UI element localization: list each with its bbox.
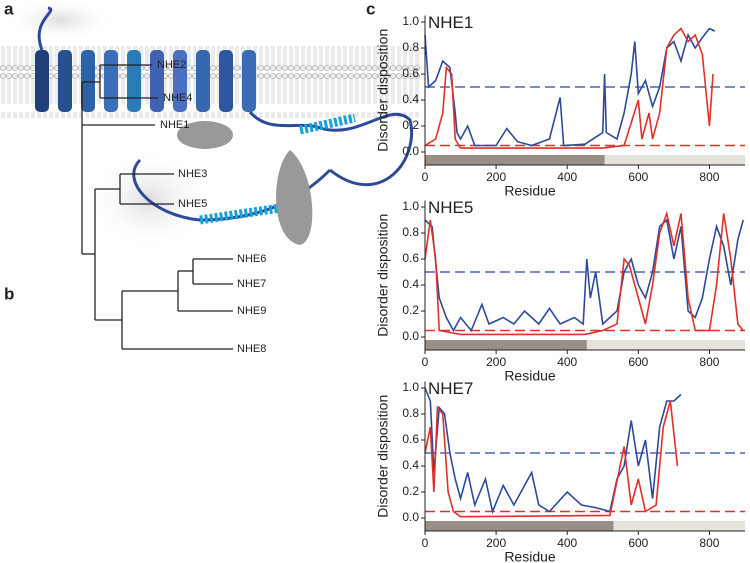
disorder-line <box>424 387 682 515</box>
y-tick-label: 1.0 <box>402 199 419 213</box>
y-axis-label: Disorder disposition <box>375 395 391 518</box>
x-axis-label: Residue <box>504 549 556 563</box>
x-axis-label: Residue <box>504 368 556 384</box>
y-tick-label: 0.4 <box>402 277 419 291</box>
disorder-line <box>424 210 744 336</box>
panel-label: c <box>366 0 375 18</box>
x-tick-label: 200 <box>486 170 506 184</box>
panel-label: a <box>4 0 14 18</box>
y-axis-label: Disorder disposition <box>375 214 391 337</box>
y-tick-label: 0.8 <box>402 406 419 420</box>
x-axis-label: Residue <box>504 183 556 199</box>
transmembrane-region <box>425 340 587 350</box>
disorder-line <box>424 27 716 147</box>
y-tick-label: 0.4 <box>402 92 419 106</box>
x-tick-label: 600 <box>628 170 648 184</box>
x-tick-label: 800 <box>699 536 719 550</box>
leaf-label: NHE8 <box>237 343 266 355</box>
x-tick-label: 600 <box>628 536 648 550</box>
leaf-label: NHE7 <box>237 278 266 290</box>
chart-title: NHE1 <box>428 13 473 32</box>
y-tick-label: 0.6 <box>402 66 419 80</box>
x-tick-label: 600 <box>628 355 648 369</box>
y-tick-label: 0.6 <box>402 432 419 446</box>
panel-label: b <box>4 284 14 303</box>
leaf-label: NHE5 <box>178 198 207 210</box>
y-tick-label: 1.0 <box>402 14 419 28</box>
x-tick-label: 200 <box>486 355 506 369</box>
x-tick-label: 200 <box>486 536 506 550</box>
y-axis-label: Disorder disposition <box>375 29 391 152</box>
illustration <box>0 0 420 250</box>
chart-title: NHE5 <box>428 198 473 217</box>
y-tick-label: 0.0 <box>402 329 419 343</box>
y-tick-label: 0.2 <box>402 118 419 132</box>
y-tick-label: 0.0 <box>402 510 419 524</box>
x-tick-label: 400 <box>557 170 577 184</box>
y-tick-label: 0.6 <box>402 251 419 265</box>
x-tick-label: 0 <box>422 170 429 184</box>
transmembrane-region <box>425 155 605 165</box>
x-tick-label: 0 <box>422 536 429 550</box>
x-tick-label: 400 <box>557 355 577 369</box>
x-tick-label: 800 <box>699 355 719 369</box>
y-tick-label: 0.8 <box>402 40 419 54</box>
leaf-label: NHE1 <box>160 119 189 131</box>
x-tick-label: 800 <box>699 170 719 184</box>
y-tick-label: 0.4 <box>402 458 419 472</box>
leaf-label: NHE2 <box>157 59 186 71</box>
x-tick-label: 400 <box>557 536 577 550</box>
chart-title: NHE7 <box>428 379 473 398</box>
disorder-line <box>424 27 714 149</box>
leaf-label: NHE6 <box>237 253 266 265</box>
y-tick-label: 0.0 <box>402 144 419 158</box>
leaf-label: NHE3 <box>178 168 207 180</box>
transmembrane-region <box>425 521 614 531</box>
disorder-line <box>424 400 679 518</box>
y-tick-label: 0.8 <box>402 225 419 239</box>
leaf-label: NHE4 <box>163 92 192 104</box>
disorder-line <box>424 218 744 333</box>
y-tick-label: 1.0 <box>402 380 419 394</box>
y-tick-label: 0.2 <box>402 484 419 498</box>
tree <box>81 64 233 350</box>
leaf-label: NHE9 <box>237 305 266 317</box>
y-tick-label: 0.2 <box>402 303 419 317</box>
x-tick-label: 0 <box>422 355 429 369</box>
